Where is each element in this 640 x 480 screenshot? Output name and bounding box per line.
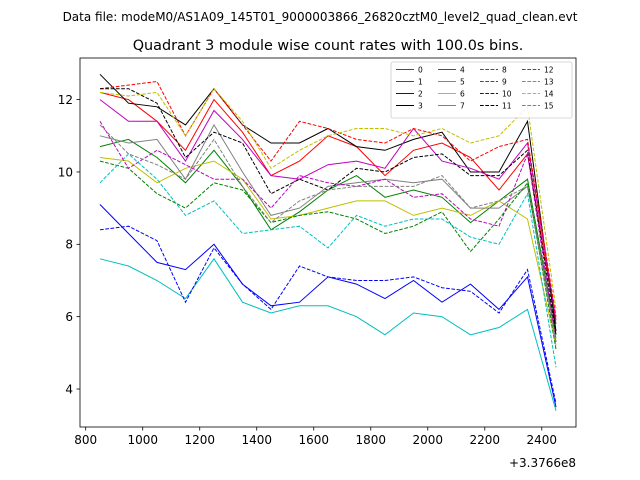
series-line-6	[99, 157, 557, 346]
legend-label-13: 13	[544, 77, 554, 86]
y-tick-label: 12	[58, 93, 73, 107]
chart-title: Quadrant 3 module wise count rates with …	[133, 38, 524, 54]
legend-label-4: 4	[460, 65, 465, 74]
y-tick-label: 4	[65, 382, 73, 396]
suptitle: Data file: modeM0/AS1A09_145T01_90000038…	[63, 10, 578, 24]
series-line-9	[99, 160, 557, 350]
legend-label-9: 9	[502, 77, 507, 86]
series-line-10	[99, 225, 557, 404]
legend-label-15: 15	[544, 101, 554, 110]
x-axis: 800 1000 1200 1400 1600 1800 2000 2200 2400	[74, 427, 557, 447]
series-line-0	[99, 91, 557, 324]
x-tick-label: 1200	[184, 433, 215, 447]
legend-label-0: 0	[418, 65, 423, 74]
series-line-12	[99, 121, 557, 343]
series-line-5	[99, 257, 557, 411]
series-line-15	[99, 124, 557, 343]
legend-label-14: 14	[544, 89, 554, 98]
series-line-13	[99, 153, 557, 368]
x-offset-label: +3.3766e8	[509, 456, 576, 470]
series-line-7	[99, 123, 557, 339]
legend-label-10: 10	[502, 89, 512, 98]
legend-label-6: 6	[460, 89, 465, 98]
legend-label-5: 5	[460, 77, 465, 86]
legend-label-12: 12	[544, 65, 554, 74]
series-layer	[99, 73, 557, 411]
x-tick-label: 1800	[355, 433, 386, 447]
y-axis: 4 6 8 10 12	[58, 93, 80, 396]
legend-box	[390, 61, 573, 119]
x-tick-label: 2000	[412, 433, 443, 447]
legend-label-3: 3	[418, 101, 423, 110]
series-line-14	[99, 87, 557, 310]
y-tick-label: 8	[65, 238, 73, 252]
legend-label-2: 2	[418, 89, 423, 98]
x-tick-label: 1400	[241, 433, 272, 447]
y-tick-label: 6	[65, 310, 73, 324]
legend-label-7: 7	[460, 101, 465, 110]
x-tick-label: 2400	[527, 433, 558, 447]
series-line-4	[99, 99, 557, 321]
x-tick-label: 1600	[298, 433, 329, 447]
y-tick-label: 10	[58, 165, 73, 179]
legend-label-8: 8	[502, 65, 507, 74]
x-tick-label: 800	[74, 433, 97, 447]
legend-label-1: 1	[418, 77, 423, 86]
x-tick-label: 1000	[127, 433, 158, 447]
x-tick-label: 2200	[470, 433, 501, 447]
plot-frame	[79, 57, 577, 428]
series-line-8	[99, 80, 557, 317]
legend-label-11: 11	[502, 101, 512, 110]
